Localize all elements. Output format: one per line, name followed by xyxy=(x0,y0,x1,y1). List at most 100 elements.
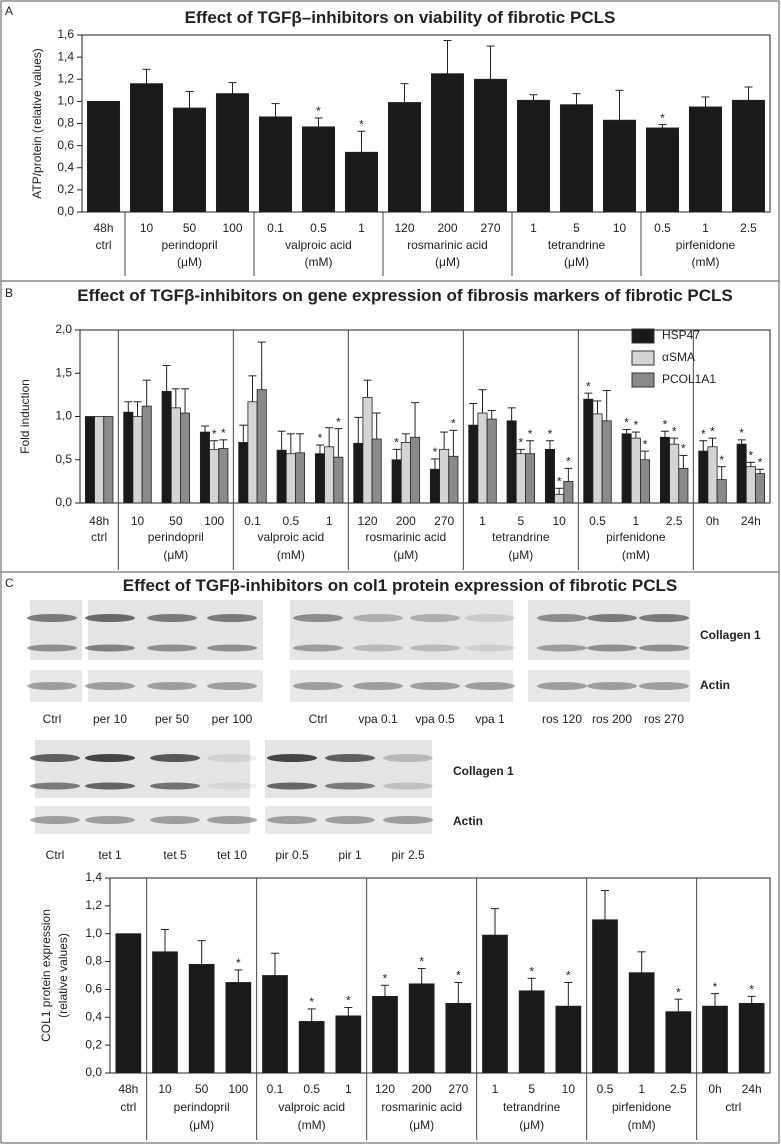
bar xyxy=(353,442,364,504)
bar xyxy=(630,437,641,504)
significance-mark: * xyxy=(316,104,321,118)
blot-band xyxy=(537,682,587,690)
y-tick-label: 0,0 xyxy=(85,1065,102,1079)
bar xyxy=(188,963,215,1074)
group-unit: (mM) xyxy=(298,1118,326,1132)
y-tick-label: 0,4 xyxy=(57,160,74,174)
bar xyxy=(506,420,517,504)
blot-band xyxy=(207,754,257,762)
band-label: Collagen 1 xyxy=(453,764,514,778)
blot-band xyxy=(639,682,689,690)
y-tick-label: 0,5 xyxy=(55,452,72,466)
x-tick-label: 100 xyxy=(228,1082,248,1096)
blot-band xyxy=(383,754,433,762)
bar xyxy=(295,452,306,504)
bar xyxy=(86,100,121,213)
x-tick-label: 48h xyxy=(118,1082,138,1096)
bar xyxy=(477,412,488,504)
blot-band xyxy=(147,644,197,652)
x-tick-label: 0.1 xyxy=(267,1082,284,1096)
blot-band xyxy=(639,614,689,622)
lane-label: vpa 1 xyxy=(475,712,505,726)
y-tick-label: 1,2 xyxy=(85,898,102,912)
bar xyxy=(518,990,545,1074)
y-tick-label: 0,8 xyxy=(85,954,102,968)
x-tick-label: 270 xyxy=(434,514,454,528)
blot-band xyxy=(587,682,637,690)
y-tick-label: 1,5 xyxy=(55,365,72,379)
bar xyxy=(601,420,612,504)
x-tick-label: 0h xyxy=(706,514,719,528)
bar xyxy=(344,151,379,213)
x-tick-label: 50 xyxy=(195,1082,209,1096)
group-label: ctrl xyxy=(91,530,107,544)
bar xyxy=(247,401,258,504)
bar xyxy=(215,93,250,213)
significance-mark: * xyxy=(663,417,668,431)
x-tick-label: 10 xyxy=(552,514,566,528)
x-tick-label: 1 xyxy=(326,514,333,528)
legend-swatch xyxy=(631,328,655,344)
bar xyxy=(333,456,344,504)
bar xyxy=(276,449,287,504)
significance-mark: * xyxy=(713,980,718,994)
blot-band xyxy=(465,614,515,622)
x-tick-label: 24h xyxy=(741,514,761,528)
bar xyxy=(172,107,207,213)
bar xyxy=(225,982,252,1074)
blot-band xyxy=(27,614,77,622)
bar xyxy=(554,493,565,504)
group-label: valproic acid xyxy=(285,238,352,252)
significance-mark: * xyxy=(566,969,571,983)
group-label: rosmarinic acid xyxy=(365,530,446,544)
blot-band xyxy=(85,782,135,790)
x-tick-label: 5 xyxy=(517,514,524,528)
y-tick-label: 0,0 xyxy=(55,495,72,509)
x-tick-label: 48h xyxy=(93,221,113,235)
blot-band xyxy=(410,614,460,622)
bar xyxy=(408,983,435,1074)
bar xyxy=(180,412,191,504)
x-tick-label: 0.5 xyxy=(310,221,327,235)
blot-membrane xyxy=(265,806,432,834)
bar xyxy=(410,436,421,504)
significance-mark: * xyxy=(701,427,706,441)
x-tick-label: 0.1 xyxy=(244,514,261,528)
blot-band xyxy=(85,682,135,690)
bar xyxy=(745,466,756,504)
significance-mark: * xyxy=(336,415,341,429)
blot-band xyxy=(410,644,460,652)
bar xyxy=(515,453,526,504)
lane-label: Ctrl xyxy=(43,712,62,726)
lane-label: ros 200 xyxy=(592,712,632,726)
x-tick-label: 5 xyxy=(528,1082,535,1096)
blot-band xyxy=(30,816,80,824)
x-tick-label: 10 xyxy=(613,221,627,235)
bar xyxy=(301,126,336,213)
group-unit: (mM) xyxy=(305,255,333,269)
group-unit: (mM) xyxy=(622,548,650,562)
blot-band xyxy=(207,644,257,652)
y-tick-label: 1,4 xyxy=(85,870,102,884)
lane-label: pir 0.5 xyxy=(275,848,309,862)
blot-band xyxy=(207,682,257,690)
plot-frame xyxy=(109,877,771,1074)
group-unit: (μM) xyxy=(409,1118,434,1132)
x-tick-label: 1 xyxy=(479,514,486,528)
bar xyxy=(659,436,670,504)
blot-band xyxy=(587,614,637,622)
x-tick-label: 200 xyxy=(412,1082,432,1096)
y-tick-label: 1,4 xyxy=(57,49,74,63)
y-tick-label: 0,6 xyxy=(85,982,102,996)
group-label: ctrl xyxy=(120,1100,136,1114)
y-axis-label: COL1 protein expression xyxy=(39,909,53,1042)
x-tick-label: 5 xyxy=(573,221,580,235)
significance-mark: * xyxy=(633,418,638,432)
significance-mark: * xyxy=(451,417,456,431)
lane-label: per 100 xyxy=(212,712,253,726)
x-tick-label: 2.5 xyxy=(740,221,757,235)
bar xyxy=(387,102,422,213)
significance-mark: * xyxy=(359,117,364,131)
y-tick-label: 1,2 xyxy=(57,71,74,85)
y-tick-label: 1,0 xyxy=(85,926,102,940)
